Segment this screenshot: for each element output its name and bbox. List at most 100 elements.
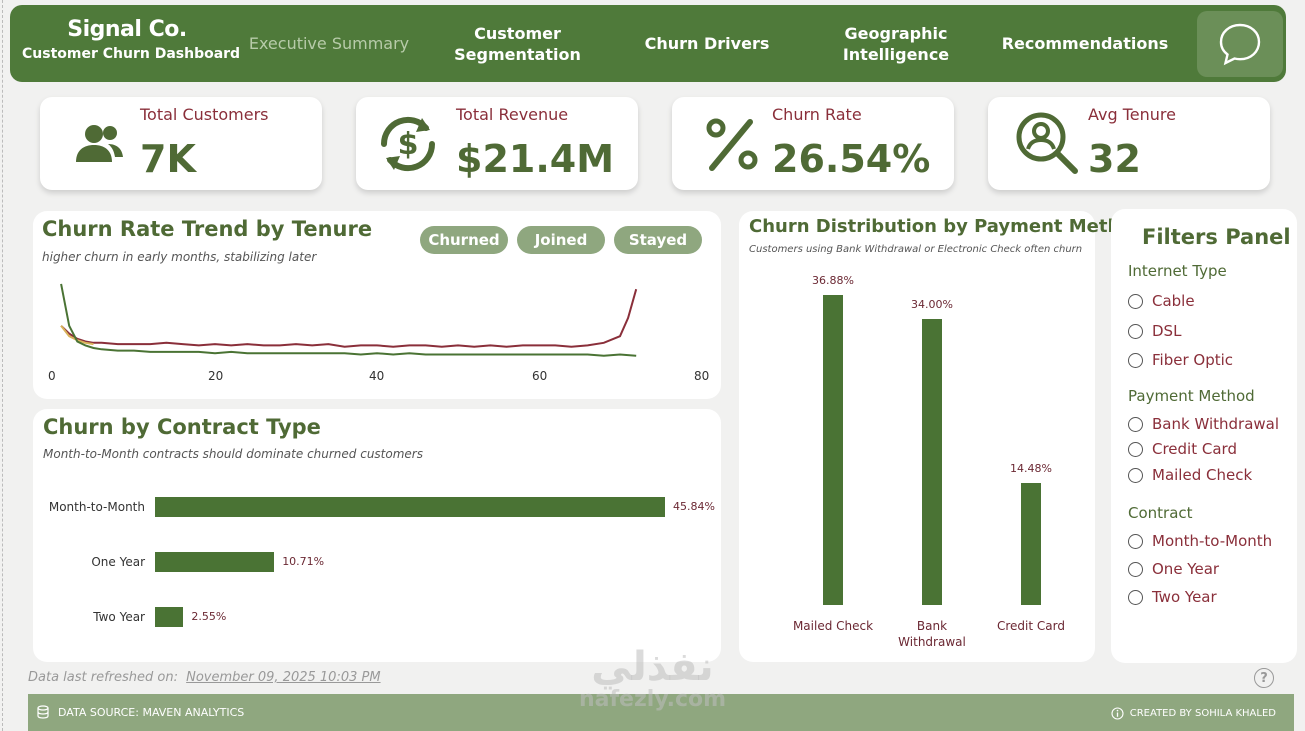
nav-churn-drivers[interactable]: Churn Drivers <box>644 34 770 53</box>
bar-value-label: 2.55% <box>191 610 227 623</box>
filter-option-two-year[interactable]: Two Year <box>1128 588 1217 606</box>
contract-bar[interactable] <box>155 607 184 627</box>
series-line-churned <box>60 288 638 348</box>
contract-panel <box>33 409 721 662</box>
filter-option-mailed-check[interactable]: Mailed Check <box>1128 466 1252 484</box>
top-navigation-bar: Signal Co. Customer Churn Dashboard Exec… <box>10 5 1286 82</box>
kpi-value: 26.54% <box>772 137 931 181</box>
filter-group-internet-type: Internet Type <box>1128 262 1227 280</box>
payment-subtitle: Customers using Bank Withdrawal or Elect… <box>749 244 1084 255</box>
refresh-info: Data last refreshed on: November 09, 202… <box>28 670 381 685</box>
legend-joined-button[interactable]: Joined <box>517 226 605 254</box>
contract-bar[interactable] <box>155 497 665 517</box>
info-icon <box>1111 707 1124 720</box>
payment-panel <box>739 211 1095 662</box>
contract-bar[interactable] <box>155 552 275 572</box>
x-tick-label: 0 <box>48 369 56 383</box>
filter-group-contract: Contract <box>1128 504 1193 522</box>
filter-option-bank-withdrawal[interactable]: Bank Withdrawal <box>1128 415 1279 433</box>
nav-geographic-intelligence[interactable]: Geographic Intelligence <box>842 23 950 64</box>
filter-option-credit-card[interactable]: Credit Card <box>1128 440 1237 458</box>
radio-icon <box>1128 323 1143 339</box>
user-search-icon <box>1008 109 1088 179</box>
dollar-cycle-icon: $ <box>368 109 448 179</box>
chat-bubble-icon <box>1219 23 1261 66</box>
payment-column[interactable] <box>823 295 843 605</box>
percent-icon <box>692 109 772 179</box>
kpi-value: $21.4M <box>456 137 615 181</box>
brand: Signal Co. Customer Churn Dashboard <box>22 17 241 62</box>
bar-category-label: Month-to-Month <box>48 500 145 514</box>
nav-customer-segmentation[interactable]: Customer Segmentation <box>454 23 581 64</box>
brand-name: Signal Co. <box>67 17 187 42</box>
database-icon <box>37 705 49 719</box>
column-category-label: Bank Withdrawal <box>898 619 966 649</box>
kpi-value: 7K <box>140 137 196 181</box>
filter-option-month-to-month[interactable]: Month-to-Month <box>1128 532 1272 550</box>
legend-stayed-button[interactable]: Stayed <box>614 226 702 254</box>
payment-title: Churn Distribution by Payment Method <box>749 216 1146 237</box>
kpi-card-total-revenue: $ Total Revenue $21.4M <box>356 97 638 190</box>
bar-value-label: 10.71% <box>282 555 325 568</box>
brand-subtitle: Customer Churn Dashboard <box>22 46 241 62</box>
refresh-label: Data last refreshed on: <box>28 670 178 685</box>
column-value-label: 36.88% <box>812 274 854 287</box>
kpi-card-avg-tenure: Avg Tenure 32 <box>988 97 1270 190</box>
filter-option-dsl[interactable]: DSL <box>1128 322 1181 340</box>
x-tick-label: 20 <box>208 369 224 383</box>
contract-title: Churn by Contract Type <box>43 415 321 439</box>
filter-group-payment-method: Payment Method <box>1128 387 1255 405</box>
filter-option-cable[interactable]: Cable <box>1128 292 1195 310</box>
payment-column[interactable] <box>1021 483 1041 605</box>
watermark-arabic: نفذلي <box>591 644 714 690</box>
data-source: DATA SOURCE: MAVEN ANALYTICS <box>36 705 244 719</box>
x-tick-label: 80 <box>694 369 710 383</box>
bar-category-label: One Year <box>91 555 145 569</box>
churn-trend-line-chart <box>60 283 638 357</box>
chat-button[interactable] <box>1197 11 1283 77</box>
users-icon <box>60 109 140 179</box>
filter-option-fiber-optic[interactable]: Fiber Optic <box>1128 351 1233 369</box>
kpi-label: Churn Rate <box>772 105 862 124</box>
nav-executive-summary[interactable]: Executive Summary <box>248 34 410 53</box>
kpi-label: Avg Tenure <box>1088 105 1176 124</box>
x-tick-label: 40 <box>369 369 385 383</box>
payment-column[interactable] <box>922 319 942 605</box>
churn-trend-panel <box>33 211 721 399</box>
radio-icon <box>1128 352 1143 368</box>
radio-icon <box>1128 561 1143 577</box>
watermark-url: nafezly.com <box>578 687 727 712</box>
column-category-label: Mailed Check <box>792 619 874 633</box>
bar-category-label: Two Year <box>93 610 145 624</box>
filter-option-one-year[interactable]: One Year <box>1128 560 1219 578</box>
filters-title: Filters Panel <box>1142 225 1291 249</box>
watermark: نفذلي nafezly.com <box>570 645 735 711</box>
kpi-card-total-customers: Total Customers 7K <box>40 97 322 190</box>
footer-bar: DATA SOURCE: MAVEN ANALYTICS CREATED BY … <box>28 694 1294 731</box>
refresh-date-link[interactable]: November 09, 2025 10:03 PM <box>186 670 381 685</box>
bar-value-label: 45.84% <box>673 500 715 513</box>
column-category-label: Credit Card <box>997 619 1065 633</box>
radio-icon <box>1128 589 1143 605</box>
radio-icon <box>1128 416 1143 432</box>
radio-icon <box>1128 533 1143 549</box>
kpi-card-churn-rate: Churn Rate 26.54% <box>672 97 954 190</box>
radio-icon <box>1128 467 1143 483</box>
legend-churned-button[interactable]: Churned <box>420 226 508 254</box>
kpi-label: Total Customers <box>140 105 269 124</box>
churn-trend-title: Churn Rate Trend by Tenure <box>42 217 373 241</box>
radio-icon <box>1128 293 1143 309</box>
kpi-value: 32 <box>1088 137 1141 181</box>
svg-text:$: $ <box>398 127 419 162</box>
credit-text: CREATED BY SOHILA KHALED <box>1129 708 1276 719</box>
filters-panel <box>1111 209 1297 663</box>
series-line-stayed <box>60 283 637 357</box>
nav-recommendations[interactable]: Recommendations <box>1001 34 1169 53</box>
kpi-label: Total Revenue <box>456 105 569 124</box>
help-icon[interactable]: ? <box>1254 668 1274 688</box>
credit: CREATED BY SOHILA KHALED <box>1111 707 1276 720</box>
contract-subtitle: Month-to-Month contracts should dominate… <box>43 447 423 461</box>
column-value-label: 34.00% <box>911 298 953 312</box>
column-value-label: 14.48% <box>1010 462 1052 476</box>
